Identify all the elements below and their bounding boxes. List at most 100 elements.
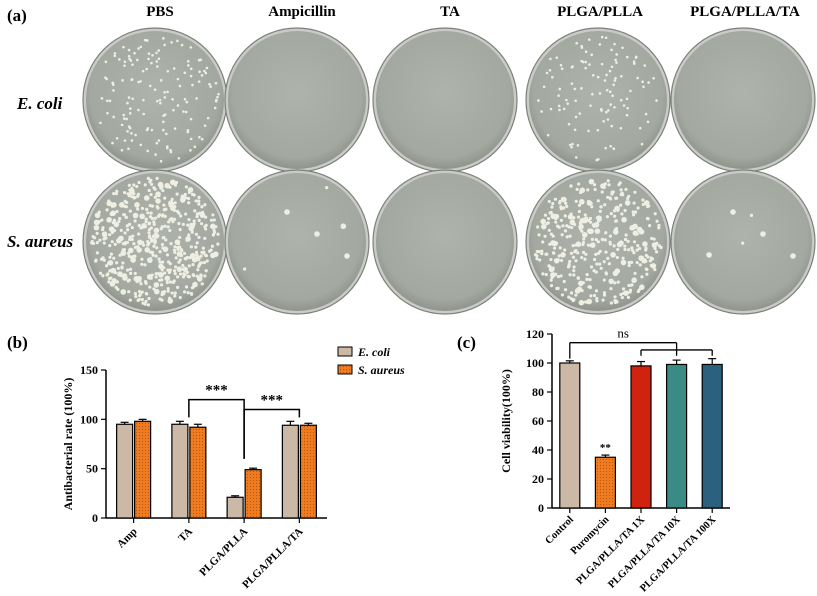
- colony: [581, 250, 586, 254]
- colony: [175, 209, 180, 213]
- colony: [578, 112, 582, 115]
- colony: [569, 212, 573, 216]
- colony: [187, 233, 191, 237]
- colony: [192, 219, 196, 223]
- colony: [173, 245, 177, 249]
- plate-e-coli-plga-plla: [525, 27, 671, 173]
- colony: [129, 188, 135, 194]
- colony: [133, 254, 137, 258]
- colony: [166, 289, 170, 293]
- colony: [128, 209, 132, 213]
- colony: [145, 207, 149, 211]
- colony: [129, 271, 133, 276]
- plate-agar: [376, 173, 514, 311]
- colony: [749, 213, 754, 217]
- colony: [541, 240, 545, 244]
- colony: [635, 261, 639, 265]
- colony: [577, 182, 581, 186]
- colony: [556, 274, 560, 279]
- colony: [571, 255, 576, 259]
- row-header-e-coli: E. coli: [17, 94, 63, 113]
- colony: [599, 107, 603, 111]
- colony: [123, 139, 127, 142]
- colony: [162, 203, 166, 207]
- colony: [176, 104, 180, 107]
- x-tick-label: TA: [176, 526, 195, 545]
- plate-e-coli-plga-plla-ta: [670, 27, 816, 173]
- colony: [159, 283, 164, 287]
- colony: [105, 99, 109, 103]
- colony: [594, 228, 601, 234]
- colony: [102, 237, 107, 241]
- colony: [580, 255, 584, 260]
- colony: [613, 214, 617, 218]
- colony: [197, 202, 201, 206]
- colony: [182, 251, 187, 256]
- colony: [581, 242, 585, 247]
- colony: [200, 137, 204, 141]
- colony: [158, 278, 162, 282]
- colony: [578, 299, 585, 306]
- colony: [123, 60, 127, 64]
- panel-c-letter: (c): [457, 333, 476, 352]
- colony: [558, 87, 562, 91]
- colony: [134, 133, 137, 137]
- colony: [595, 299, 599, 303]
- bar-s-aureus: [189, 426, 207, 519]
- colony: [130, 78, 134, 81]
- colony: [121, 242, 125, 246]
- colony: [589, 294, 593, 298]
- colony: [126, 101, 129, 105]
- colony: [604, 231, 608, 235]
- colony: [169, 148, 172, 152]
- colony: [547, 199, 551, 204]
- colony: [553, 197, 558, 201]
- colony: [184, 212, 188, 216]
- colony: [637, 246, 642, 251]
- colony: [126, 192, 130, 196]
- bar-significance-label: **: [600, 442, 612, 454]
- colony: [611, 94, 614, 98]
- colony: [741, 241, 745, 245]
- colony: [559, 207, 563, 211]
- colony: [195, 241, 199, 245]
- colony: [197, 58, 201, 62]
- colony: [537, 99, 540, 102]
- colony: [174, 180, 179, 185]
- colony: [209, 218, 214, 222]
- colony: [601, 298, 605, 302]
- colony: [153, 282, 160, 288]
- colony: [184, 185, 188, 189]
- column-header-ta: TA: [440, 4, 460, 20]
- colony: [191, 83, 194, 87]
- colony: [592, 257, 597, 262]
- colony: [102, 258, 106, 262]
- colony: [178, 84, 182, 88]
- colony: [140, 290, 144, 294]
- colony: [642, 241, 648, 247]
- colony: [581, 60, 585, 64]
- colony: [116, 266, 120, 271]
- colony: [147, 52, 151, 55]
- colony: [559, 274, 563, 278]
- colony: [140, 297, 144, 302]
- colony: [614, 58, 617, 62]
- colony: [137, 289, 142, 294]
- colony: [127, 147, 130, 151]
- colony: [156, 206, 160, 210]
- colony: [149, 192, 153, 197]
- colony: [105, 208, 109, 212]
- colony: [557, 254, 561, 258]
- colony: [187, 64, 190, 67]
- colony: [212, 230, 217, 234]
- colony: [123, 191, 127, 195]
- bar-e-coli: [226, 496, 244, 519]
- colony: [547, 228, 551, 232]
- colony: [149, 211, 153, 215]
- colony: [108, 255, 112, 259]
- colony: [197, 218, 201, 222]
- colony: [164, 238, 168, 242]
- colony: [606, 118, 610, 121]
- colony: [159, 78, 163, 82]
- plate-agar: [228, 173, 366, 311]
